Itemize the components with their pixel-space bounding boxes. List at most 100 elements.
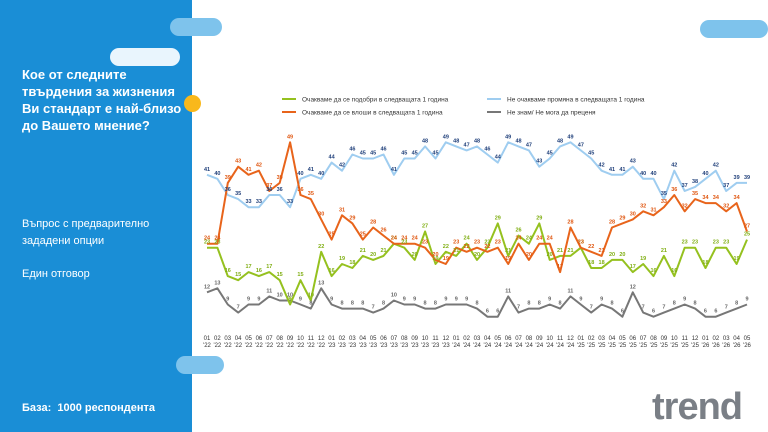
question-type: Въпрос с предварително зададени опции (22, 218, 150, 247)
data-label: 46 (484, 146, 490, 152)
data-label: 13 (214, 280, 220, 286)
x-tick-label: 08 '24 (525, 336, 533, 349)
data-label: 9 (745, 297, 748, 303)
data-label: 47 (526, 142, 532, 148)
data-label: 18 (702, 260, 708, 266)
x-tick-label: 01 '26 (701, 336, 710, 349)
data-label: 23 (692, 240, 698, 246)
data-label: 10 (277, 292, 283, 298)
data-label: 45 (370, 151, 376, 157)
data-label: 40 (214, 171, 220, 177)
data-label: 31 (339, 207, 345, 213)
data-label: 7 (517, 305, 520, 311)
data-label: 39 (225, 175, 231, 181)
x-tick-label: 07 '22 (265, 336, 274, 349)
x-tick-label: 09 '25 (660, 336, 668, 349)
data-label: 23 (204, 240, 210, 246)
data-label: 23 (682, 240, 688, 246)
x-tick-label: 08 '22 (275, 336, 284, 349)
data-label: 22 (318, 244, 324, 250)
data-label: 20 (432, 252, 438, 258)
data-label: 47 (578, 142, 584, 148)
data-label: 23 (401, 240, 407, 246)
x-tick-label: 07 '24 (514, 336, 523, 349)
x-tick-label: 04 '26 (732, 336, 741, 349)
data-label: 16 (256, 268, 262, 274)
data-label: 13 (318, 280, 324, 286)
data-label: 21 (567, 248, 573, 254)
data-label: 42 (599, 163, 605, 169)
data-label: 23 (214, 240, 220, 246)
data-label: 41 (308, 167, 314, 173)
x-tick-label: 02 '23 (338, 336, 346, 349)
x-tick-label: 03 '24 (473, 336, 481, 349)
data-label: 20 (526, 252, 532, 258)
data-label: 33 (661, 199, 667, 205)
logo: trend (652, 386, 743, 428)
side-panel (0, 0, 192, 432)
data-label: 42 (339, 163, 345, 169)
data-label: 8 (559, 301, 562, 307)
data-label: 17 (557, 264, 563, 270)
data-label: 8 (424, 301, 427, 307)
data-label: 40 (640, 171, 646, 177)
data-label: 43 (536, 159, 542, 165)
data-label: 16 (671, 268, 677, 274)
data-label: 36 (297, 187, 303, 193)
x-tick-label: 08 '25 (649, 336, 658, 349)
data-label: 47 (464, 142, 470, 148)
data-label: 42 (713, 163, 719, 169)
data-label: 32 (640, 203, 646, 209)
data-label: 9 (289, 297, 292, 303)
data-label: 10 (308, 292, 314, 298)
data-label: 19 (443, 256, 449, 262)
data-label: 6 (652, 309, 655, 315)
data-label: 10 (287, 292, 293, 298)
x-tick-label: 05 '26 (743, 336, 751, 349)
x-tick-label: 07 '25 (639, 336, 648, 349)
data-label: 19 (339, 256, 345, 262)
data-label: 15 (235, 272, 241, 278)
data-label: 6 (496, 309, 499, 315)
data-label: 9 (403, 297, 406, 303)
data-label: 20 (609, 252, 615, 258)
data-label: 45 (547, 151, 553, 157)
data-label: 29 (349, 215, 355, 221)
data-label: 41 (204, 167, 210, 173)
data-label: 23 (422, 240, 428, 246)
data-label: 21 (453, 248, 459, 254)
data-label: 24 (412, 236, 419, 242)
data-label: 9 (548, 297, 551, 303)
data-label: 32 (723, 203, 729, 209)
data-label: 39 (734, 175, 740, 181)
data-label: 35 (308, 191, 314, 197)
x-tick-label: 01 '23 (327, 336, 336, 349)
data-label: 28 (609, 219, 615, 225)
x-tick-label: 01 '22 (203, 336, 211, 349)
data-label: 40 (318, 171, 324, 177)
data-label: 19 (640, 256, 646, 262)
x-tick-label: 03 '23 (348, 336, 357, 349)
data-label: 24 (536, 236, 543, 242)
answer-type: Един отговор (22, 268, 90, 280)
data-label: 8 (735, 301, 738, 307)
data-label: 21 (599, 248, 605, 254)
data-label: 8 (475, 301, 478, 307)
data-label: 44 (495, 155, 502, 161)
data-label: 9 (579, 297, 582, 303)
data-label: 31 (650, 207, 656, 213)
decor (700, 20, 768, 38)
x-tick-label: 09 '23 (410, 336, 419, 349)
decor (110, 48, 180, 66)
data-label: 8 (527, 301, 530, 307)
data-label: 32 (682, 203, 688, 209)
data-label: 9 (247, 297, 250, 303)
data-label: 23 (578, 240, 584, 246)
data-label: 23 (713, 240, 719, 246)
data-label: 9 (600, 297, 603, 303)
data-label: 22 (464, 244, 470, 250)
data-label: 23 (495, 240, 501, 246)
data-label: 28 (370, 219, 376, 225)
data-label: 11 (266, 288, 272, 294)
